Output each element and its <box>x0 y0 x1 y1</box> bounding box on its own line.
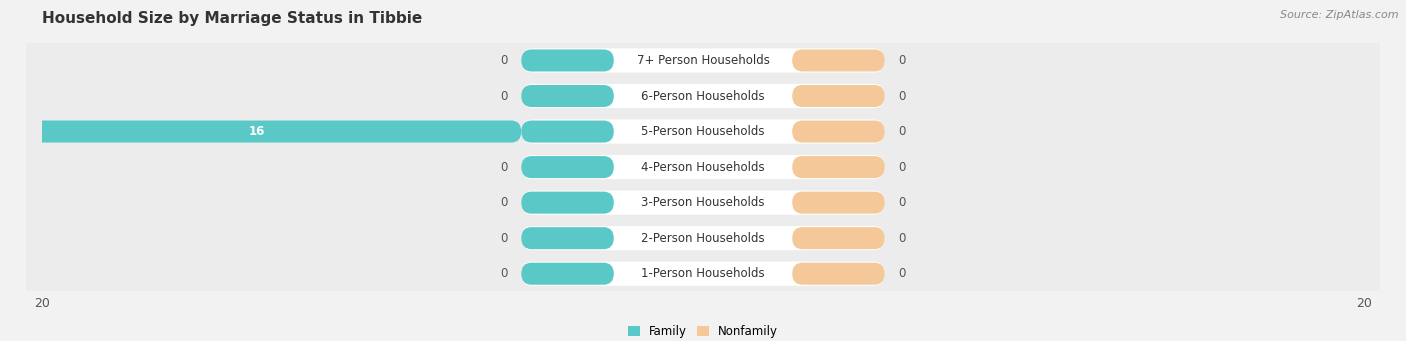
FancyBboxPatch shape <box>792 263 884 285</box>
FancyBboxPatch shape <box>25 78 1381 114</box>
FancyBboxPatch shape <box>522 156 614 178</box>
Text: 0: 0 <box>898 89 905 103</box>
Text: 0: 0 <box>898 267 905 280</box>
Text: 0: 0 <box>898 125 905 138</box>
FancyBboxPatch shape <box>25 185 1381 220</box>
Text: 5-Person Households: 5-Person Households <box>641 125 765 138</box>
Legend: Family, Nonfamily: Family, Nonfamily <box>623 321 783 341</box>
Text: 6-Person Households: 6-Person Households <box>641 89 765 103</box>
FancyBboxPatch shape <box>25 220 1381 256</box>
Text: 3-Person Households: 3-Person Households <box>641 196 765 209</box>
FancyBboxPatch shape <box>25 114 1381 149</box>
Text: 0: 0 <box>898 196 905 209</box>
Text: 1-Person Households: 1-Person Households <box>641 267 765 280</box>
FancyBboxPatch shape <box>792 49 884 72</box>
FancyBboxPatch shape <box>522 155 884 179</box>
Text: 0: 0 <box>501 267 508 280</box>
FancyBboxPatch shape <box>522 192 614 214</box>
FancyBboxPatch shape <box>0 120 522 143</box>
Text: Household Size by Marriage Status in Tibbie: Household Size by Marriage Status in Tib… <box>42 11 422 26</box>
FancyBboxPatch shape <box>522 49 614 72</box>
FancyBboxPatch shape <box>792 120 884 143</box>
Text: 16: 16 <box>249 125 266 138</box>
Text: 0: 0 <box>501 232 508 245</box>
Text: 0: 0 <box>898 54 905 67</box>
FancyBboxPatch shape <box>792 85 884 107</box>
Text: 0: 0 <box>501 89 508 103</box>
Text: Source: ZipAtlas.com: Source: ZipAtlas.com <box>1281 10 1399 20</box>
Text: 0: 0 <box>501 161 508 174</box>
FancyBboxPatch shape <box>522 119 884 144</box>
Text: 0: 0 <box>898 161 905 174</box>
FancyBboxPatch shape <box>792 156 884 178</box>
FancyBboxPatch shape <box>25 43 1381 78</box>
FancyBboxPatch shape <box>522 226 884 250</box>
FancyBboxPatch shape <box>25 256 1381 292</box>
Text: 0: 0 <box>501 54 508 67</box>
Text: 4-Person Households: 4-Person Households <box>641 161 765 174</box>
FancyBboxPatch shape <box>522 262 884 286</box>
FancyBboxPatch shape <box>25 149 1381 185</box>
FancyBboxPatch shape <box>522 85 614 107</box>
FancyBboxPatch shape <box>522 48 884 73</box>
Text: 0: 0 <box>501 196 508 209</box>
Text: 0: 0 <box>898 232 905 245</box>
FancyBboxPatch shape <box>792 192 884 214</box>
Text: 2-Person Households: 2-Person Households <box>641 232 765 245</box>
FancyBboxPatch shape <box>792 227 884 249</box>
FancyBboxPatch shape <box>522 120 614 143</box>
FancyBboxPatch shape <box>522 263 614 285</box>
FancyBboxPatch shape <box>522 84 884 108</box>
FancyBboxPatch shape <box>522 227 614 249</box>
FancyBboxPatch shape <box>522 191 884 215</box>
Text: 7+ Person Households: 7+ Person Households <box>637 54 769 67</box>
